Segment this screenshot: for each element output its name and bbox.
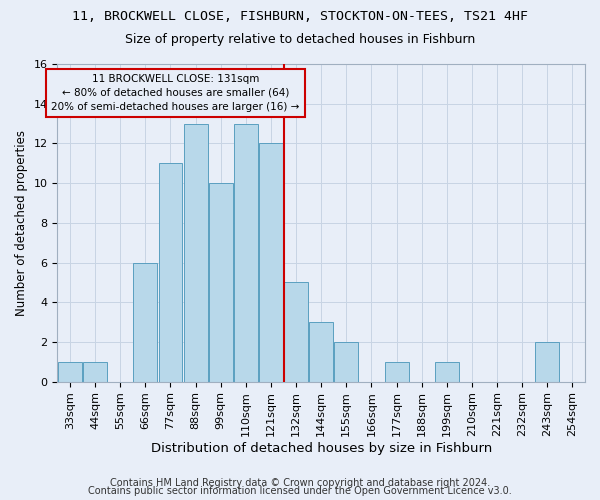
- Bar: [309, 322, 333, 382]
- Bar: [284, 282, 308, 382]
- Text: Contains public sector information licensed under the Open Government Licence v3: Contains public sector information licen…: [88, 486, 512, 496]
- Bar: [158, 164, 182, 382]
- Y-axis label: Number of detached properties: Number of detached properties: [15, 130, 28, 316]
- Bar: [435, 362, 459, 382]
- Bar: [535, 342, 559, 382]
- Text: 11 BROCKWELL CLOSE: 131sqm
← 80% of detached houses are smaller (64)
20% of semi: 11 BROCKWELL CLOSE: 131sqm ← 80% of deta…: [51, 74, 299, 112]
- Bar: [259, 144, 283, 382]
- Bar: [83, 362, 107, 382]
- Text: Size of property relative to detached houses in Fishburn: Size of property relative to detached ho…: [125, 32, 475, 46]
- Bar: [334, 342, 358, 382]
- Bar: [133, 262, 157, 382]
- X-axis label: Distribution of detached houses by size in Fishburn: Distribution of detached houses by size …: [151, 442, 492, 455]
- Bar: [385, 362, 409, 382]
- Bar: [58, 362, 82, 382]
- Bar: [184, 124, 208, 382]
- Text: 11, BROCKWELL CLOSE, FISHBURN, STOCKTON-ON-TEES, TS21 4HF: 11, BROCKWELL CLOSE, FISHBURN, STOCKTON-…: [72, 10, 528, 23]
- Bar: [209, 183, 233, 382]
- Text: Contains HM Land Registry data © Crown copyright and database right 2024.: Contains HM Land Registry data © Crown c…: [110, 478, 490, 488]
- Bar: [234, 124, 258, 382]
